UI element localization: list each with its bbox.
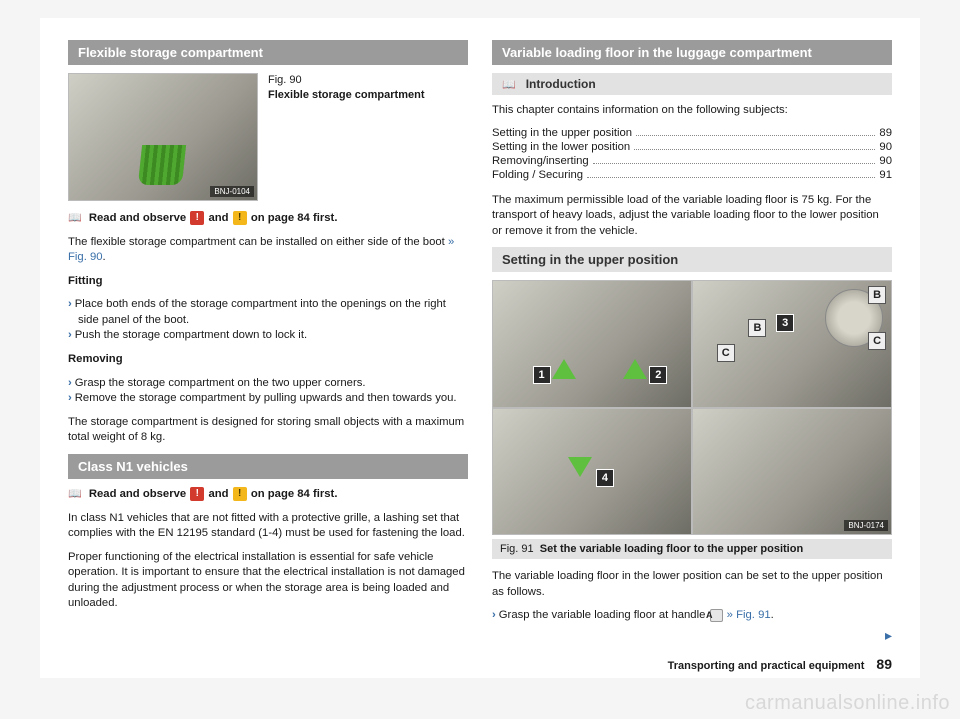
p-install-sides: The flexible storage compartment can be … (68, 235, 468, 266)
ro-suffix: on page 84 first. (251, 212, 338, 224)
marker-B-detail: B (868, 286, 886, 304)
page-footer: Transporting and practical equipment 89 (668, 656, 892, 672)
introduction-heading: Introduction (492, 73, 892, 95)
left-column: Flexible storage compartment BNJ-0104 Fi… (68, 40, 468, 670)
figure-91-panel-br: BNJ-0174 (693, 409, 891, 535)
arrow-down-icon (568, 457, 592, 477)
marker-2: 2 (649, 366, 667, 384)
p-capacity: The storage compartment is designed for … (68, 415, 468, 446)
fitting-heading: Fitting (68, 274, 468, 290)
removing-bullets: ›Grasp the storage compartment on the tw… (68, 376, 468, 407)
detail-circle: B C (825, 289, 883, 347)
toc-row: Folding / Securing91 (492, 169, 892, 181)
section-variable-floor: Variable loading floor in the luggage co… (492, 40, 892, 65)
warning-icon: ! (190, 487, 204, 501)
intro-p: This chapter contains information on the… (492, 103, 892, 119)
fig91-ref: » Fig. 91 (727, 609, 771, 621)
ro-mid: and (208, 212, 228, 224)
book-icon (502, 77, 520, 91)
manual-page: Flexible storage compartment BNJ-0104 Fi… (40, 18, 920, 678)
marker-4: 4 (596, 469, 614, 487)
handle-A-ref: A (710, 609, 723, 622)
fitting-bullets: ›Place both ends of the storage compartm… (68, 297, 468, 344)
figure-90-photo: BNJ-0104 (68, 73, 258, 201)
book-icon (68, 488, 86, 500)
marker-3: 3 (776, 314, 794, 332)
removing-heading: Removing (68, 352, 468, 368)
step-1: ›Grasp the variable loading floor at han… (492, 608, 892, 624)
n1-p2: Proper functioning of the electrical ins… (68, 550, 468, 612)
figure-91-panel-tr: B 3 C B C (693, 281, 891, 407)
marker-B: B (748, 319, 766, 337)
figure-90-title: Flexible storage compartment (268, 88, 425, 103)
marker-1: 1 (533, 366, 551, 384)
section-class-n1: Class N1 vehicles (68, 454, 468, 479)
caution-icon: ! (233, 487, 247, 501)
section-flexible-storage: Flexible storage compartment (68, 40, 468, 65)
toc-row: Setting in the lower position90 (492, 141, 892, 153)
toc: Setting in the upper position89 Setting … (492, 127, 892, 183)
ro-prefix: Read and observe (89, 212, 186, 224)
continued-icon: ▸ (885, 627, 892, 644)
figure-90-num: Fig. 90 (268, 73, 425, 88)
basket-illustration (138, 145, 186, 185)
figure-90-caption: Fig. 90 Flexible storage compartment (268, 73, 425, 201)
marker-C: C (717, 344, 735, 362)
toc-row: Setting in the upper position89 (492, 127, 892, 139)
right-column: Variable loading floor in the luggage co… (492, 40, 892, 670)
p-max-load: The maximum permissible load of the vari… (492, 193, 892, 240)
caution-icon: ! (233, 211, 247, 225)
arrow-up-icon (623, 359, 647, 379)
marker-C-detail: C (868, 332, 886, 350)
book-icon (68, 212, 86, 224)
toc-row: Removing/inserting90 (492, 155, 892, 167)
p-set-upper: The variable loading floor in the lower … (492, 569, 892, 600)
figure-90-label: BNJ-0104 (210, 186, 254, 197)
figure-91-caption: Fig. 91 Set the variable loading floor t… (492, 539, 892, 559)
figure-90-row: BNJ-0104 Fig. 90 Flexible storage compar… (68, 73, 468, 201)
footer-page: 89 (876, 656, 892, 672)
section-upper-position: Setting in the upper position (492, 247, 892, 272)
read-observe-2: Read and observe ! and ! on page 84 firs… (68, 487, 468, 503)
read-observe-1: Read and observe ! and ! on page 84 firs… (68, 211, 468, 227)
footer-section: Transporting and practical equipment (668, 660, 865, 672)
n1-p1: In class N1 vehicles that are not fitted… (68, 511, 468, 542)
figure-91-label: BNJ-0174 (844, 520, 888, 531)
arrow-up-icon (552, 359, 576, 379)
figure-91-panel-bl: 4 (493, 409, 691, 535)
watermark: carmanualsonline.info (745, 692, 950, 715)
warning-icon: ! (190, 211, 204, 225)
figure-91-panel-tl: 1 2 (493, 281, 691, 407)
figure-91-grid: 1 2 B 3 C B C 4 BNJ-0174 (492, 280, 892, 535)
